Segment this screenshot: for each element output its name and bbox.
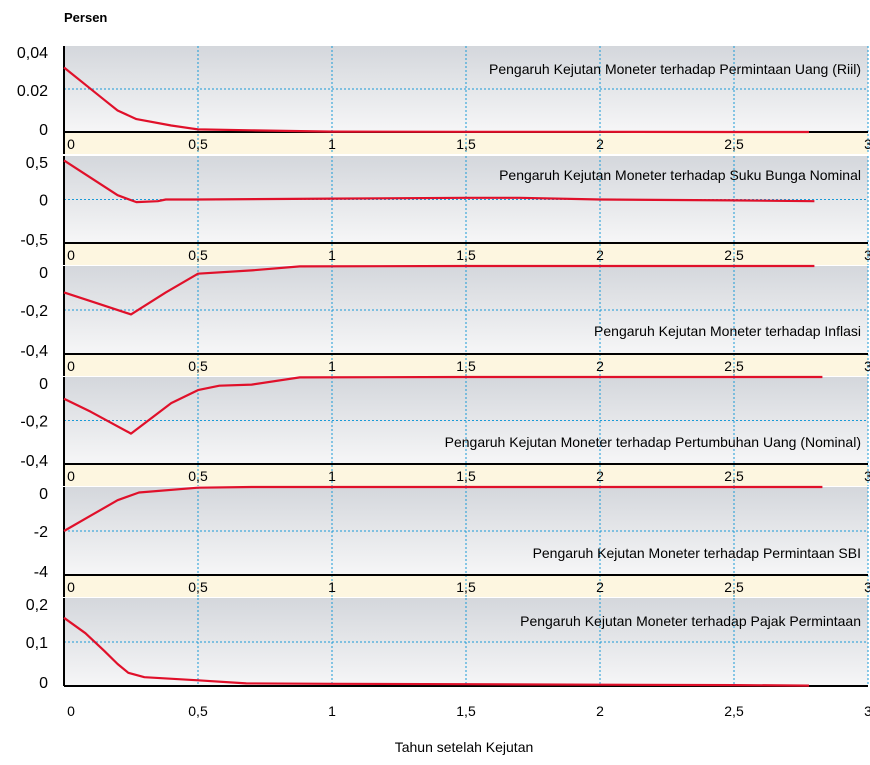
panel-6: 0 0,1 0,2 0 0,5 1 1,5 2 2,5 3 Pengaruh Kejutan Mon… [26,597,870,719]
x-tick-label: 0 [67,247,75,263]
series-line [63,375,823,435]
series-line [63,66,809,134]
x-tick-label: 1,5 [456,247,476,263]
x-tick-label: 0 [67,358,75,374]
series-line [63,264,815,316]
x-tick-label: 2 [596,703,604,719]
y-tick-label: -0,2 [20,303,48,320]
x-tick-label: 0,5 [188,703,208,719]
panel-title: Pengaruh Kejutan Moneter terhadap Suku B… [499,167,861,183]
x-tick-label: 3 [864,247,870,263]
x-tick-label: 2,5 [724,579,744,595]
panel-1: 0 0.02 0,04 0 0,5 1 1,5 2 2,5 3 Pengaruh Kejutan M… [17,45,870,154]
tick-band [64,575,868,597]
y-tick-label: 0,5 [26,155,48,172]
x-tick-label: 2 [596,136,604,152]
y-tick-label: -0,4 [20,453,48,470]
y-tick-label: -0,5 [20,232,48,249]
x-tick-label: 2,5 [724,703,744,719]
x-tick-label: 2 [596,247,604,263]
panel-title: Pengaruh Kejutan Moneter terhadap Pertum… [445,434,861,450]
y-tick-label: 0.02 [17,83,48,100]
panel-title: Pengaruh Kejutan Moneter terhadap Pajak … [520,613,861,629]
x-tick-label: 3 [864,703,870,719]
series-line [63,616,810,687]
y-tick-label: 0 [39,122,48,139]
x-tick-label: 3 [864,468,870,484]
panel-5: -4 -2 0 0 0,5 1 1,5 2 2,5 3 Pengaruh Kejutan Monet… [34,485,870,597]
x-tick-label: 0 [67,136,75,152]
y-tick-label: 0,04 [17,45,48,62]
x-tick-label: 2,5 [724,358,744,374]
x-tick-label: 2,5 [724,136,744,152]
y-tick-label: 0 [39,265,48,282]
y-tick-label: -0,4 [20,343,48,360]
x-tick-label: 0,5 [188,358,208,374]
series-line [63,159,815,204]
x-tick-label: 1,5 [456,579,476,595]
y-tick-label: -0,2 [20,414,48,431]
x-tick-label: 1 [328,579,336,595]
y-tick-label: -4 [34,564,48,581]
x-tick-label: 2,5 [724,468,744,484]
y-tick-label: 0,2 [26,597,48,614]
y-tick-label: -2 [34,524,48,541]
x-tick-label: 0,5 [188,579,208,595]
x-tick-label: 1,5 [456,468,476,484]
y-tick-label: 0 [39,376,48,393]
x-tick-label: 3 [864,136,870,152]
x-tick-label: 1,5 [456,136,476,152]
x-tick-label: 2 [596,468,604,484]
x-tick-label: 3 [864,358,870,374]
tick-band [64,354,868,376]
x-tick-label: 1 [328,703,336,719]
x-tick-label: 1 [328,468,336,484]
x-tick-label: 3 [864,579,870,595]
x-tick-label: 1 [328,247,336,263]
x-tick-label: 0 [67,703,75,719]
x-tick-label: 2,5 [724,247,744,263]
x-tick-label: 2 [596,579,604,595]
y-tick-label: 0,1 [26,635,48,652]
panel-title: Pengaruh Kejutan Moneter terhadap Inflas… [594,323,861,339]
y-unit-label: Persen [64,10,107,25]
y-tick-label: 0 [39,675,48,692]
x-tick-label: 0 [67,468,75,484]
panel-4: -0,4 -0,2 0 0 0,5 1 1,5 2 2,5 3 Pengaruh Kejutan M… [20,375,870,486]
series-line [63,485,823,532]
x-tick-label: 0 [67,579,75,595]
x-tick-label: 0,5 [188,468,208,484]
y-tick-label: 0 [39,193,48,210]
x-tick-label: 0,5 [188,136,208,152]
panel-title: Pengaruh Kejutan Moneter terhadap Permin… [489,61,861,77]
x-tick-label: 1 [328,136,336,152]
x-tick-label: 1,5 [456,703,476,719]
x-tick-label: 1,5 [456,358,476,374]
x-tick-label: 2 [596,358,604,374]
panel-3: -0,4 -0,2 0 0 0,5 1 1,5 2 2,5 3 Pengaruh Kejutan M… [20,264,870,376]
x-axis-label: Tahun setelah Kejutan [395,739,534,755]
y-tick-label: 0 [39,486,48,503]
panel-title: Pengaruh Kejutan Moneter terhadap Permin… [533,545,861,561]
panel-2: -0,5 0 0,5 0 0,5 1 1,5 2 2,5 3 Pengaruh Kejutan Mo… [20,155,870,265]
x-tick-label: 0,5 [188,247,208,263]
x-tick-label: 1 [328,358,336,374]
